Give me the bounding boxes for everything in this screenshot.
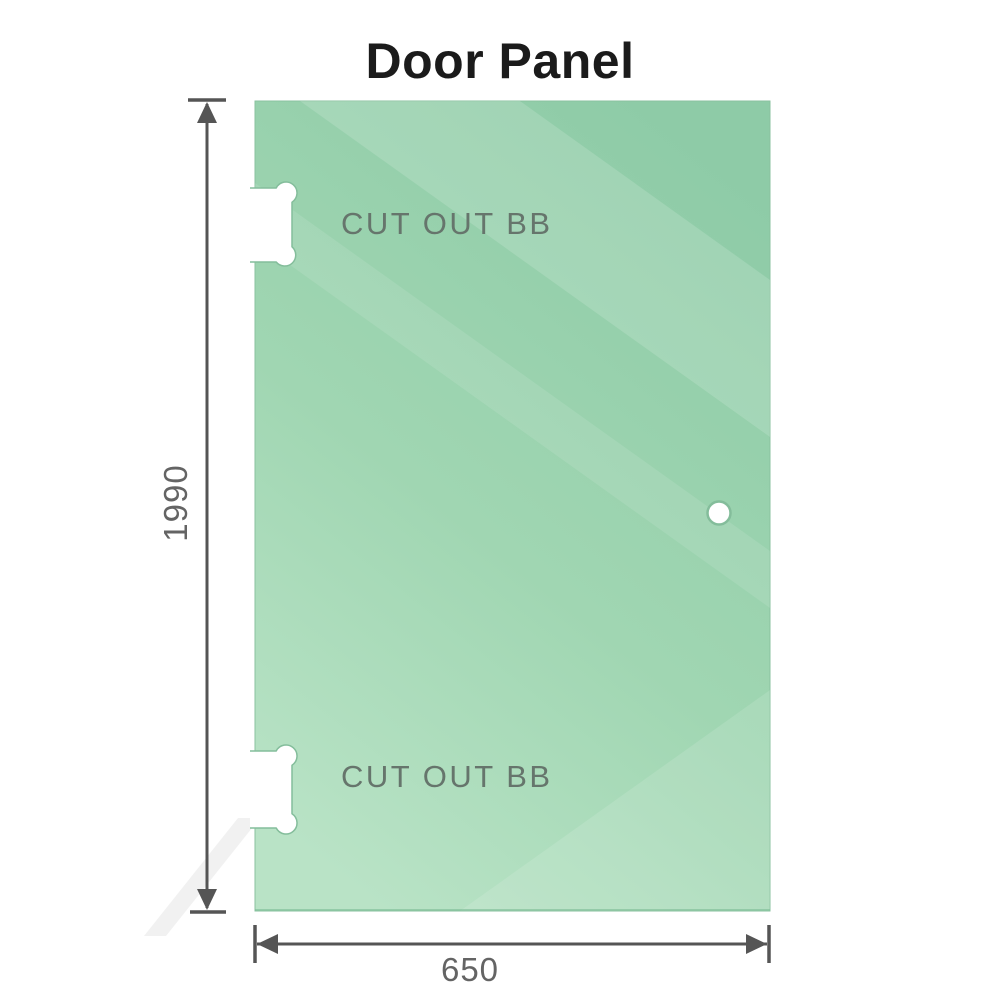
arrow-down-icon <box>197 889 217 910</box>
glass-panel <box>254 100 771 912</box>
width-dimension <box>253 925 771 963</box>
width-dimension-label: 650 <box>440 951 500 988</box>
cutout-label-top: CUT OUT BB <box>341 206 553 241</box>
reflection-band <box>460 690 770 911</box>
width-dimension-arrows <box>257 934 767 954</box>
height-dimension-label: 1990 <box>157 464 194 542</box>
arrow-left-icon <box>257 934 278 954</box>
arrow-up-icon <box>197 102 217 123</box>
reflection-band <box>300 101 770 437</box>
hinge-cutout-top <box>250 181 298 267</box>
background-shading <box>144 818 260 936</box>
arrow-right-icon <box>746 934 767 954</box>
reflection-band <box>255 183 770 608</box>
height-dimension <box>188 98 226 914</box>
height-dimension-arrows <box>197 102 217 910</box>
cutout-label-bottom: CUT OUT BB <box>341 759 553 794</box>
handle-hole <box>706 500 732 526</box>
glass-reflections <box>255 101 770 911</box>
hinge-cutout-bottom <box>250 744 298 835</box>
page-title: Door Panel <box>365 33 635 89</box>
